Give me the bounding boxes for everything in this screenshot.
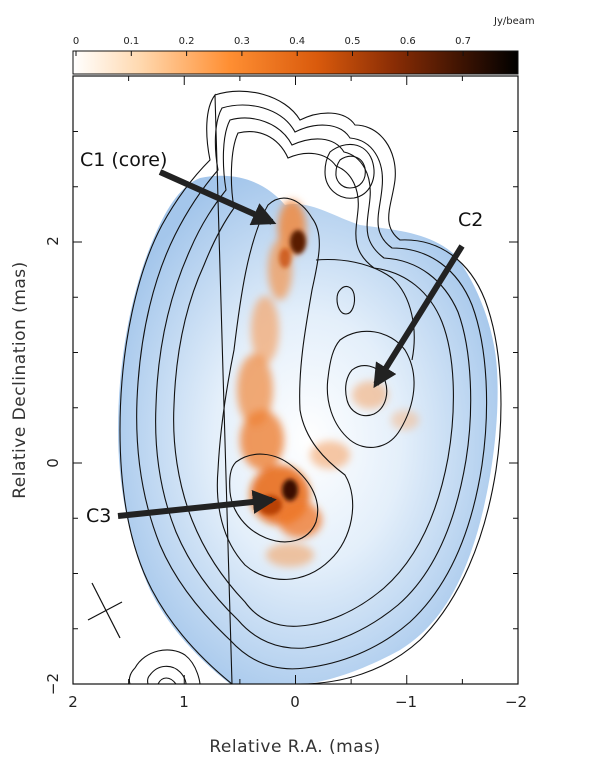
x-tick-label: 1 xyxy=(179,693,189,711)
colorbar-tick-label: 0 xyxy=(73,36,79,47)
colorbar-tick-label: 0.7 xyxy=(455,36,471,47)
colorbar-tick-label: 0.6 xyxy=(400,36,416,47)
axis-ticks xyxy=(72,76,519,685)
arrow-icon xyxy=(117,490,277,519)
y-tick-labels: −2 0 2 xyxy=(44,236,62,695)
beam-marker xyxy=(87,582,123,639)
y-tick-label: 2 xyxy=(44,236,62,246)
x-tick-labels: 2 1 0 −1 −2 xyxy=(68,693,527,711)
y-tick-label: −2 xyxy=(44,673,62,695)
colorbar-ticks: 0 0.1 0.2 0.3 0.4 0.5 0.6 0.7 xyxy=(73,36,471,56)
annotation-c1-label: C1 (core) xyxy=(80,149,167,171)
x-tick-label: 2 xyxy=(68,693,78,711)
plot-area xyxy=(73,76,518,684)
colorbar-unit: Jy/beam xyxy=(493,16,535,27)
arrow-icon xyxy=(373,244,465,389)
annotation-c3-label: C3 xyxy=(86,505,111,527)
colorbar-tick-label: 0.3 xyxy=(234,36,250,47)
annotation-c1: C1 (core) xyxy=(80,149,277,226)
colorbar-tick-label: 0.1 xyxy=(123,36,139,47)
colorbar-tick-label: 0.4 xyxy=(289,36,305,47)
y-axis-title: Relative Declination (mas) xyxy=(10,261,30,499)
annotation-c3: C3 xyxy=(86,490,277,527)
annotation-c2-label: C2 xyxy=(458,209,483,231)
colorbar: Jy/beam 0 0.1 0.2 0.3 0.4 0.5 0.6 0.7 xyxy=(72,16,535,75)
annotation-c2: C2 xyxy=(373,209,483,389)
x-tick-label: 0 xyxy=(290,693,300,711)
x-axis-title: Relative R.A. (mas) xyxy=(209,737,380,757)
colorbar-gradient xyxy=(72,50,519,75)
x-tick-label: −2 xyxy=(505,693,527,711)
colorbar-tick-label: 0.2 xyxy=(179,36,195,47)
blue-diffuse-emission xyxy=(118,175,498,684)
colorbar-tick-label: 0.5 xyxy=(345,36,361,47)
y-tick-label: 0 xyxy=(44,458,62,468)
arrow-icon xyxy=(158,169,277,226)
x-tick-label: −1 xyxy=(395,693,417,711)
